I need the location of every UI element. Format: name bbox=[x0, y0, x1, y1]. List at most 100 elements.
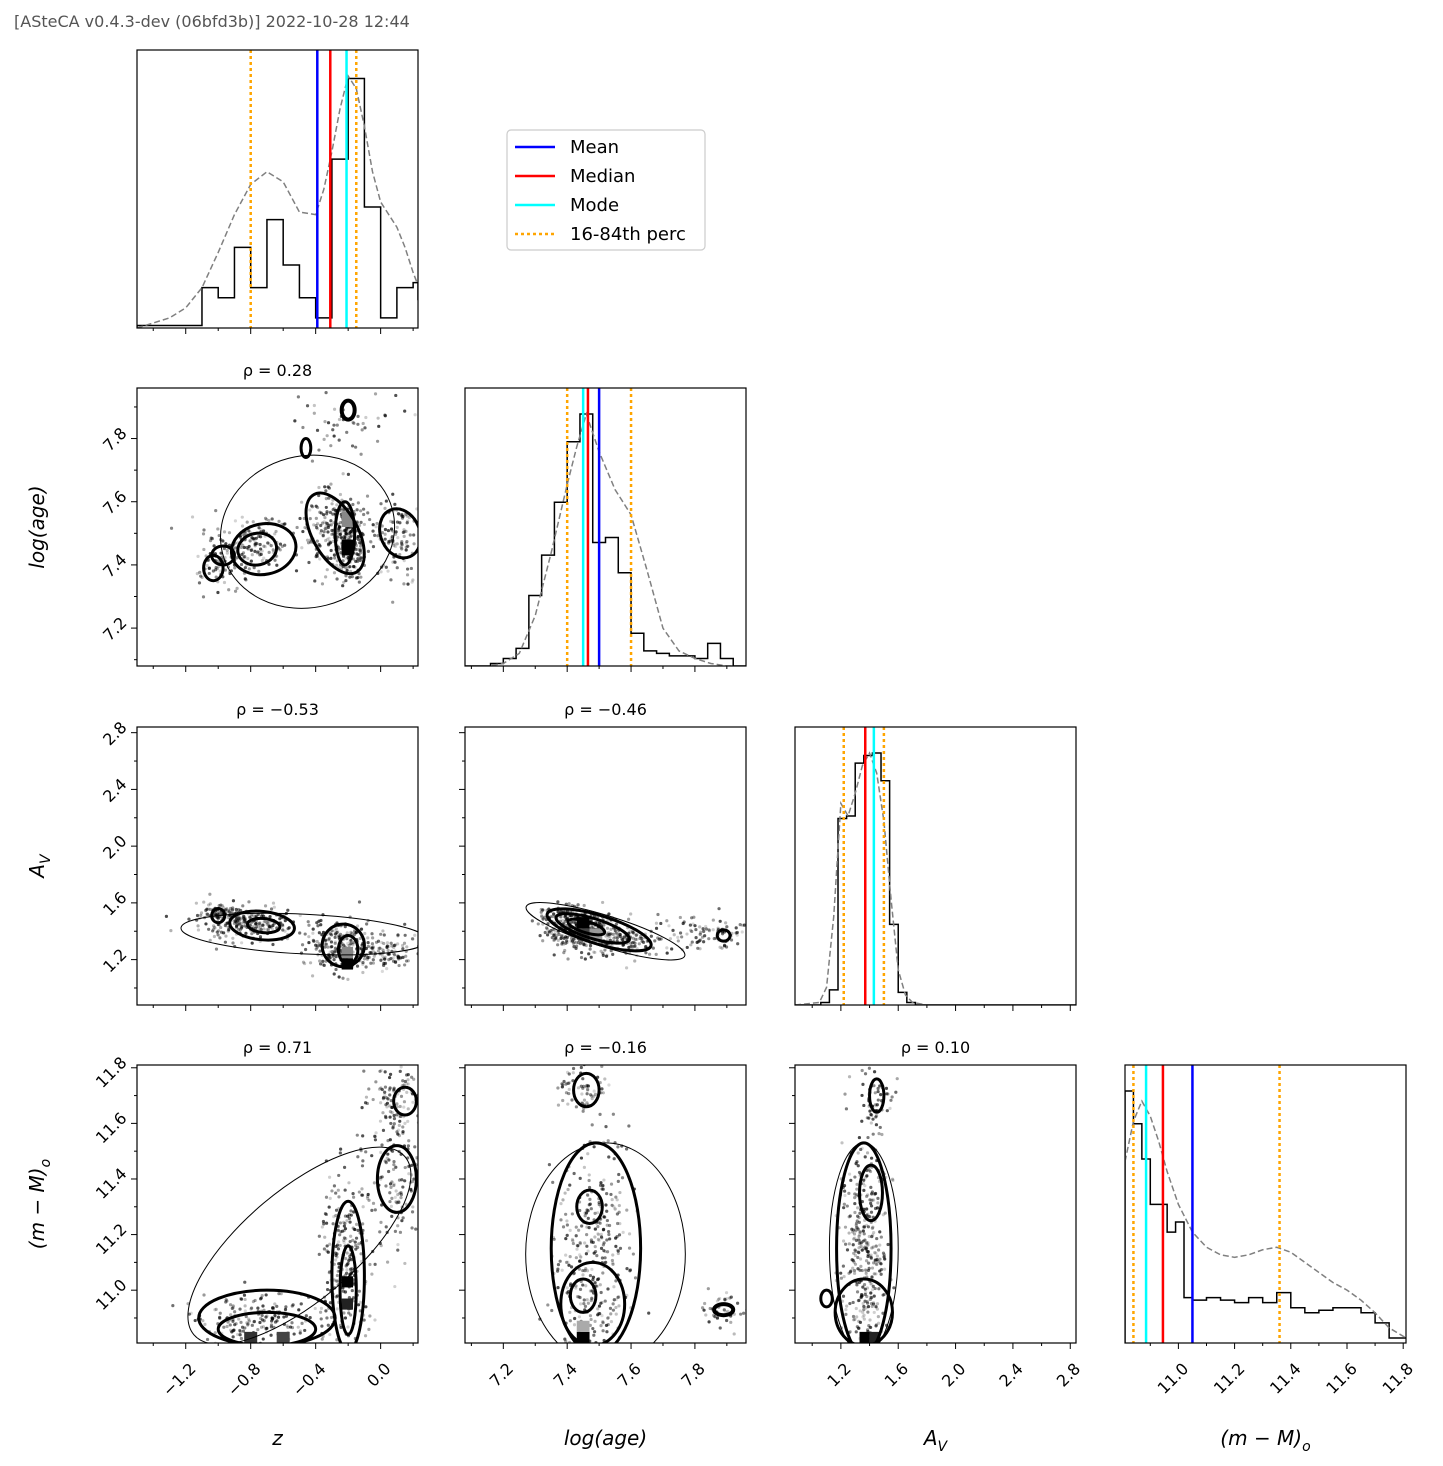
scatter-point bbox=[627, 1232, 632, 1236]
scatter-point bbox=[383, 414, 387, 418]
scatter-point bbox=[853, 1201, 857, 1206]
scatter-point bbox=[862, 1188, 866, 1192]
scatter-point bbox=[222, 1325, 226, 1329]
scatter-point bbox=[358, 548, 362, 553]
scatter-point bbox=[611, 1262, 615, 1266]
scatter-point bbox=[332, 434, 336, 438]
scatter-point bbox=[596, 1211, 600, 1215]
scatter-point bbox=[379, 1220, 383, 1224]
scatter-point bbox=[577, 1267, 581, 1271]
scatter-point bbox=[634, 933, 638, 937]
scatter-point bbox=[568, 1254, 572, 1259]
scatter-point bbox=[202, 547, 206, 552]
scatter-point bbox=[357, 523, 362, 527]
density-contour bbox=[572, 1071, 601, 1109]
scatter-point bbox=[277, 519, 281, 523]
scatter-point bbox=[601, 953, 605, 957]
legend-label: Mode bbox=[570, 195, 619, 216]
scatter-point bbox=[397, 1123, 401, 1127]
y-tick-label: 1.2 bbox=[99, 945, 130, 976]
scatter-point bbox=[408, 533, 412, 537]
scatter-point bbox=[222, 931, 226, 935]
scatter-point bbox=[343, 1188, 347, 1192]
scatter-point bbox=[239, 545, 244, 550]
scatter-point bbox=[334, 1279, 339, 1283]
scatter-point bbox=[246, 547, 250, 551]
scatter-point bbox=[225, 1324, 229, 1329]
scatter-point bbox=[239, 921, 243, 925]
scatter-point bbox=[195, 913, 200, 918]
density-contour bbox=[216, 1310, 318, 1343]
scatter-point bbox=[867, 1359, 870, 1362]
x-axis-label-Av: AV bbox=[922, 1426, 949, 1455]
scatter-point bbox=[342, 1220, 346, 1224]
scatter-point bbox=[335, 1243, 340, 1247]
scatter-point bbox=[319, 1306, 324, 1310]
scatter-point bbox=[601, 1399, 604, 1402]
x-tick-label: 2.4 bbox=[995, 1359, 1026, 1390]
y-tick-label: 7.2 bbox=[99, 613, 130, 644]
scatter-point bbox=[569, 939, 573, 943]
scatter-point bbox=[854, 1249, 858, 1254]
scatter-point bbox=[588, 1273, 593, 1278]
scatter-point bbox=[597, 1238, 601, 1242]
scatter-point bbox=[356, 422, 360, 426]
scatter-point bbox=[361, 1205, 365, 1209]
scatter-point bbox=[347, 528, 351, 533]
scatter-point bbox=[565, 939, 569, 943]
scatter-point bbox=[241, 904, 245, 908]
scatter-point bbox=[874, 1123, 879, 1127]
scatter-point bbox=[238, 1328, 242, 1333]
legend-box bbox=[506, 129, 706, 251]
scatter-point bbox=[390, 944, 394, 948]
scatter-point bbox=[605, 1238, 609, 1242]
scatter-point bbox=[857, 1234, 861, 1238]
scatter-point bbox=[390, 1105, 394, 1110]
scatter-point bbox=[380, 954, 385, 958]
scatter-point bbox=[875, 1262, 879, 1267]
scatter-point bbox=[854, 1238, 859, 1242]
scatter-point bbox=[271, 1306, 275, 1310]
scatter-point bbox=[763, 947, 766, 950]
scatter-point bbox=[243, 1280, 247, 1284]
scatter-point bbox=[863, 1268, 868, 1272]
density-contour bbox=[229, 522, 298, 577]
scatter-point bbox=[862, 1317, 866, 1321]
scatter-point bbox=[349, 532, 353, 536]
scatter-point bbox=[633, 1276, 638, 1280]
scatter-point bbox=[871, 1284, 875, 1288]
scatter-point bbox=[606, 930, 611, 935]
scatter-point bbox=[605, 938, 610, 942]
scatter-point bbox=[860, 1248, 864, 1252]
scatter-point bbox=[334, 967, 338, 972]
scatter-point bbox=[366, 1195, 370, 1199]
scatter-point bbox=[859, 1230, 863, 1234]
scatter-point bbox=[735, 933, 739, 937]
scatter-point bbox=[267, 550, 271, 554]
scatter-point bbox=[347, 1216, 351, 1220]
scatter-point bbox=[325, 537, 329, 541]
scatter-point bbox=[631, 1252, 635, 1256]
scatter-point bbox=[349, 1209, 353, 1213]
panel-frame bbox=[136, 387, 419, 667]
scatter-point bbox=[580, 1092, 584, 1096]
scatter-point bbox=[852, 1271, 857, 1275]
scatter-point bbox=[298, 1331, 302, 1335]
scatter-point bbox=[263, 919, 267, 923]
x-axis-label-Av-main: A bbox=[922, 1426, 938, 1450]
scatter-point bbox=[337, 527, 341, 531]
scatter-point bbox=[407, 1172, 411, 1176]
scatter-point bbox=[326, 1323, 330, 1327]
scatter-point bbox=[561, 940, 565, 944]
scatter-point bbox=[876, 1098, 880, 1102]
y-tick-label: 7.8 bbox=[99, 424, 130, 455]
scatter-point bbox=[564, 1091, 569, 1095]
scatter-point bbox=[238, 535, 243, 540]
scatter-point bbox=[866, 1384, 869, 1387]
y-axis-label-dm: (m − M)o bbox=[25, 1159, 54, 1249]
scatter-point bbox=[423, 934, 426, 937]
scatter-point bbox=[358, 1300, 363, 1304]
scatter-point bbox=[857, 1238, 861, 1242]
scatter-point bbox=[249, 1306, 254, 1310]
scatter-point bbox=[593, 1319, 597, 1324]
